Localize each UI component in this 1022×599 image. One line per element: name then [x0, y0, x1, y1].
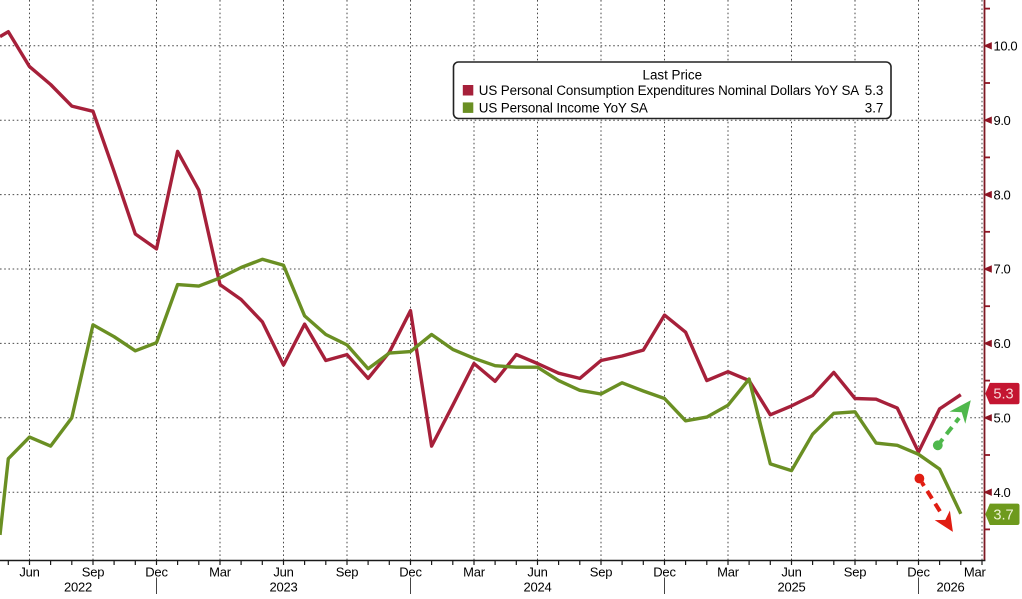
svg-text:Mar: Mar — [463, 565, 486, 580]
svg-text:Jun: Jun — [527, 565, 547, 580]
svg-text:6.0: 6.0 — [994, 336, 1011, 351]
svg-text:Jun: Jun — [273, 565, 293, 580]
svg-text:Sep: Sep — [82, 565, 105, 580]
svg-text:5.3: 5.3 — [993, 387, 1013, 403]
svg-text:Mar: Mar — [964, 565, 987, 580]
svg-text:Jun: Jun — [19, 565, 39, 580]
svg-text:5.0: 5.0 — [994, 411, 1011, 426]
svg-text:2025: 2025 — [777, 580, 805, 595]
svg-text:Dec: Dec — [907, 565, 930, 580]
svg-text:US Personal Consumption Expend: US Personal Consumption Expenditures Nom… — [479, 83, 859, 98]
svg-text:2026: 2026 — [936, 580, 964, 595]
svg-text:3.7: 3.7 — [993, 507, 1013, 523]
svg-text:Last Price: Last Price — [643, 68, 703, 83]
svg-text:Sep: Sep — [336, 565, 359, 580]
svg-text:9.0: 9.0 — [994, 113, 1011, 128]
svg-text:Sep: Sep — [590, 565, 613, 580]
svg-text:5.3: 5.3 — [865, 83, 884, 98]
svg-text:2024: 2024 — [523, 580, 551, 595]
svg-text:US Personal Income YoY SA: US Personal Income YoY SA — [479, 100, 648, 115]
svg-text:Dec: Dec — [145, 565, 168, 580]
svg-text:Sep: Sep — [844, 565, 867, 580]
svg-text:4.0: 4.0 — [994, 485, 1011, 500]
svg-text:Jun: Jun — [781, 565, 801, 580]
svg-text:2023: 2023 — [269, 580, 297, 595]
svg-text:Mar: Mar — [209, 565, 232, 580]
svg-text:10.0: 10.0 — [994, 39, 1018, 54]
svg-text:Dec: Dec — [653, 565, 676, 580]
svg-text:3.7: 3.7 — [865, 100, 884, 115]
svg-text:7.0: 7.0 — [994, 262, 1011, 277]
svg-text:Mar: Mar — [717, 565, 740, 580]
svg-text:Dec: Dec — [399, 565, 422, 580]
svg-text:2022: 2022 — [64, 580, 92, 595]
svg-text:8.0: 8.0 — [994, 187, 1011, 202]
